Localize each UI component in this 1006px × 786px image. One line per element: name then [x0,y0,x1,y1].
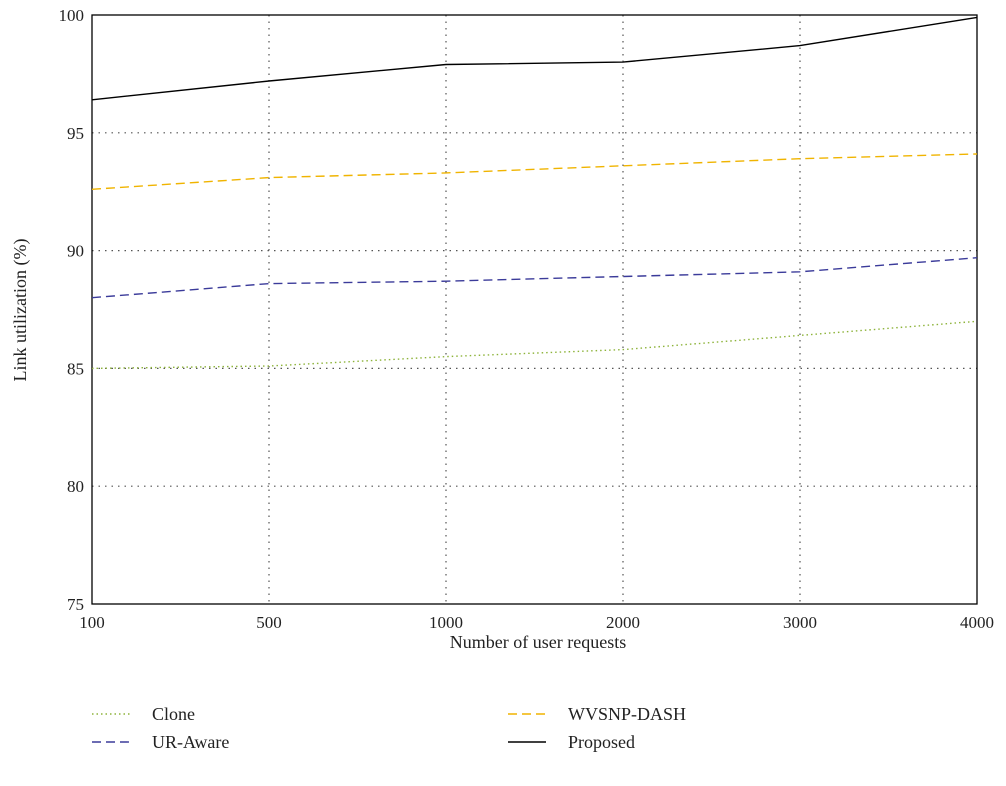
x-tick-label: 100 [79,613,105,632]
x-tick-label: 4000 [960,613,994,632]
x-axis-title: Number of user requests [450,632,626,652]
x-tick-label: 3000 [783,613,817,632]
grid-lines [92,15,977,604]
legend: Clone WVSNP-DASH UR-Aware Proposed [92,704,686,752]
y-tick-label: 100 [59,6,85,25]
y-tick-label: 90 [67,242,84,261]
legend-label-clone: Clone [152,704,195,724]
y-tick-labels: 75 80 85 90 95 100 [59,6,85,614]
series-line-ur-aware [91,257,978,299]
legend-label-wvsnp-dash: WVSNP-DASH [568,704,686,724]
y-tick-label: 80 [67,477,84,496]
y-tick-label: 85 [67,359,84,378]
x-tick-label: 2000 [606,613,640,632]
series-line-wvsnp-dash [91,153,978,190]
y-tick-label: 95 [67,124,84,143]
series-lines [91,16,978,370]
x-tick-label: 500 [256,613,282,632]
series-line-clone [91,320,978,370]
y-axis-title: Link utilization (%) [10,239,31,382]
plot-frame [91,14,978,605]
x-tick-label: 1000 [429,613,463,632]
legend-label-proposed: Proposed [568,732,635,752]
x-tick-labels: 100 500 1000 2000 3000 4000 [79,613,994,632]
y-tick-label: 75 [67,595,84,614]
series-line-proposed [91,16,978,101]
legend-label-ur-aware: UR-Aware [152,732,229,752]
